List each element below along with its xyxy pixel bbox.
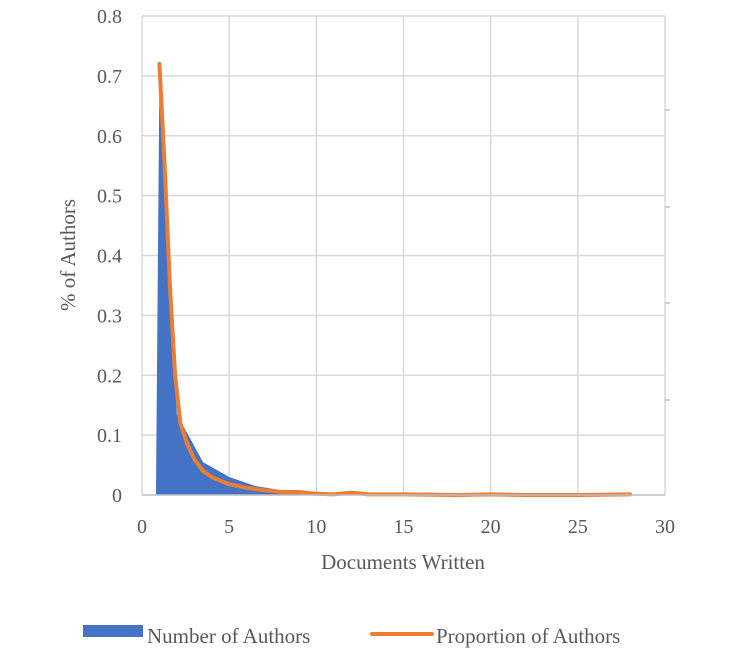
- gridlines: [142, 15, 666, 495]
- axes: [141, 16, 670, 496]
- y-tick-label: 0.1: [97, 425, 122, 447]
- x-tick-label: 25: [568, 516, 588, 538]
- y-tick-label: 0.4: [97, 246, 122, 268]
- plot-series: [155, 61, 633, 497]
- y-tick-label: 0.6: [97, 126, 122, 148]
- line-series-proportion-of-authors: [157, 61, 633, 497]
- y-axis-title: % of Authors: [56, 199, 80, 311]
- x-tick-label: 30: [655, 516, 675, 538]
- area-series-number-of-authors: [155, 75, 631, 495]
- y-tick-label: 0.7: [97, 66, 122, 88]
- legend-label-number-of-authors: Number of Authors: [147, 624, 310, 648]
- y-tick-label: 0.2: [97, 365, 122, 387]
- x-tick-label: 20: [481, 516, 501, 538]
- y-tick-label: 0.8: [97, 6, 122, 28]
- x-tick-label: 10: [306, 516, 326, 538]
- y-tick-label: 0.3: [97, 305, 122, 327]
- legend: Number of Authors Proportion of Authors: [83, 624, 620, 648]
- x-tick-label: 0: [137, 516, 147, 538]
- tick-labels: 0 0.1 0.2 0.3 0.4 0.5 0.6 0.7 0.8 0 5 10 15 20 25 30: [97, 6, 675, 538]
- legend-label-proportion-of-authors: Proportion of Authors: [436, 624, 620, 648]
- y-tick-label: 0: [112, 485, 122, 507]
- x-axis-title: Documents Written: [321, 550, 485, 574]
- legend-swatch-area: [83, 625, 143, 637]
- x-tick-label: 5: [224, 516, 234, 538]
- x-tick-label: 15: [394, 516, 414, 538]
- y-tick-label: 0.5: [97, 186, 122, 208]
